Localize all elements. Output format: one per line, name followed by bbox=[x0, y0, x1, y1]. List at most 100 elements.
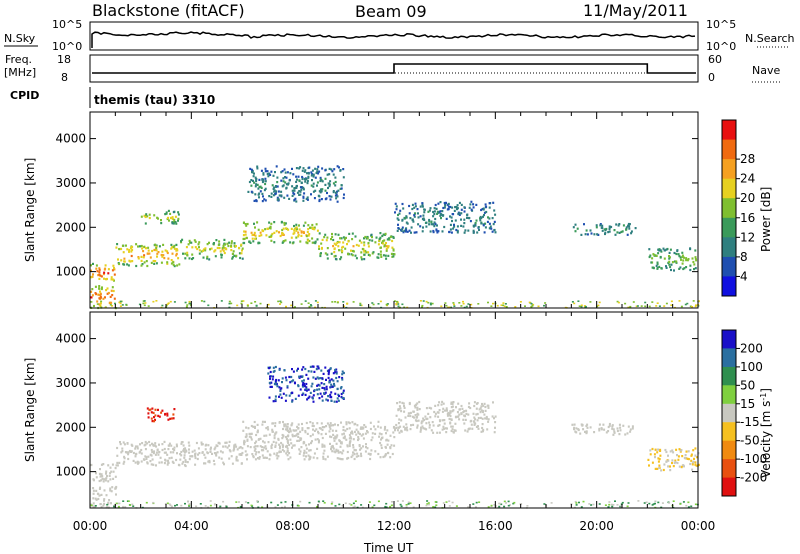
power-cell bbox=[622, 224, 625, 227]
station-title: Blackstone (fitACF) bbox=[92, 1, 245, 20]
power-cell bbox=[263, 189, 266, 192]
power-cell bbox=[651, 266, 654, 269]
velocity-cell bbox=[301, 393, 304, 396]
power-cell bbox=[253, 222, 255, 225]
velocity-cell bbox=[122, 441, 125, 444]
velocity-cell bbox=[179, 458, 182, 461]
velocity-cell bbox=[348, 433, 351, 437]
power-cell bbox=[670, 268, 672, 272]
power-cell bbox=[271, 232, 274, 236]
power-cell bbox=[287, 228, 290, 231]
velocity-cell bbox=[257, 451, 260, 454]
velocity-cell bbox=[340, 441, 343, 444]
power-cell bbox=[222, 246, 225, 249]
velocity-cell bbox=[487, 420, 490, 423]
velocity-cell bbox=[322, 372, 325, 375]
power-cell bbox=[284, 222, 287, 225]
velocity-cell bbox=[302, 379, 305, 382]
velocity-cell bbox=[286, 435, 289, 438]
velocity-cell bbox=[494, 415, 497, 418]
velocity-cell bbox=[281, 448, 284, 451]
power-cell bbox=[102, 273, 105, 276]
velocity-cell bbox=[358, 432, 361, 436]
y-tick-label: 1000 bbox=[55, 465, 86, 479]
power-cell bbox=[160, 253, 163, 257]
power-cell bbox=[144, 222, 147, 225]
velocity-cell bbox=[352, 446, 355, 449]
velocity-cell bbox=[291, 446, 293, 449]
y-tick-label: 3000 bbox=[55, 176, 86, 190]
velocity-cell bbox=[343, 432, 345, 435]
power-cell bbox=[489, 225, 492, 228]
power-cell bbox=[172, 261, 175, 264]
velocity-cell bbox=[92, 492, 95, 495]
power-cell bbox=[177, 211, 180, 214]
velocity-cell bbox=[399, 425, 402, 428]
velocity-cell bbox=[326, 399, 329, 402]
velocity-cell bbox=[274, 380, 277, 383]
power-cell bbox=[266, 227, 269, 230]
power-cell bbox=[155, 247, 158, 250]
power-cell bbox=[384, 232, 387, 235]
power-cell bbox=[301, 175, 304, 179]
velocity-cell bbox=[90, 504, 93, 507]
velocity-cell bbox=[397, 422, 400, 425]
power-cell bbox=[334, 257, 337, 261]
power-cell bbox=[119, 305, 122, 307]
colorbar-swatch bbox=[722, 440, 736, 460]
velocity-cell bbox=[697, 463, 700, 466]
power-cell bbox=[607, 231, 610, 234]
power-cell bbox=[253, 172, 255, 175]
velocity-cell bbox=[302, 381, 305, 385]
power-cell bbox=[487, 216, 489, 219]
power-cell bbox=[479, 215, 482, 219]
velocity-cell bbox=[309, 365, 312, 368]
velocity-cell bbox=[395, 414, 398, 417]
power-cell bbox=[455, 228, 458, 232]
power-cell bbox=[189, 302, 191, 305]
velocity-cell bbox=[581, 424, 584, 427]
power-cell bbox=[580, 304, 583, 307]
velocity-cell bbox=[425, 417, 428, 421]
power-cell bbox=[360, 241, 363, 244]
velocity-cell bbox=[305, 421, 308, 425]
power-cell bbox=[285, 305, 287, 308]
power-cell bbox=[259, 231, 262, 234]
velocity-cell bbox=[155, 445, 158, 448]
power-cell bbox=[206, 255, 209, 258]
power-cell bbox=[444, 204, 447, 207]
power-cell bbox=[142, 250, 145, 253]
velocity-cell bbox=[351, 454, 354, 457]
power-cell bbox=[488, 217, 491, 220]
velocity-cell bbox=[274, 506, 277, 508]
power-cell bbox=[258, 185, 261, 189]
power-cell bbox=[259, 190, 262, 193]
velocity-cell bbox=[153, 450, 155, 453]
power-cell bbox=[616, 300, 619, 303]
power-cell bbox=[299, 186, 302, 189]
power-cell bbox=[308, 166, 311, 169]
power-cell bbox=[389, 235, 392, 238]
velocity-cell bbox=[629, 428, 632, 431]
velocity-cell bbox=[425, 504, 428, 507]
velocity-cell bbox=[607, 430, 610, 433]
power-cell bbox=[374, 241, 377, 244]
velocity-cell bbox=[261, 446, 264, 449]
power-cell bbox=[462, 300, 464, 303]
velocity-cell bbox=[450, 425, 453, 428]
velocity-cell bbox=[590, 504, 593, 506]
velocity-cell bbox=[312, 394, 315, 397]
power-cell bbox=[177, 213, 180, 216]
velocity-cell bbox=[272, 400, 275, 403]
velocity-cell bbox=[321, 426, 324, 429]
velocity-cell bbox=[115, 493, 117, 496]
velocity-cell bbox=[341, 378, 344, 381]
power-cell bbox=[276, 196, 279, 199]
velocity-cell bbox=[401, 401, 404, 404]
velocity-cell bbox=[332, 433, 335, 436]
velocity-cell bbox=[318, 384, 321, 387]
power-cell bbox=[112, 264, 115, 267]
power-cell bbox=[331, 170, 334, 173]
power-cell bbox=[102, 297, 105, 300]
